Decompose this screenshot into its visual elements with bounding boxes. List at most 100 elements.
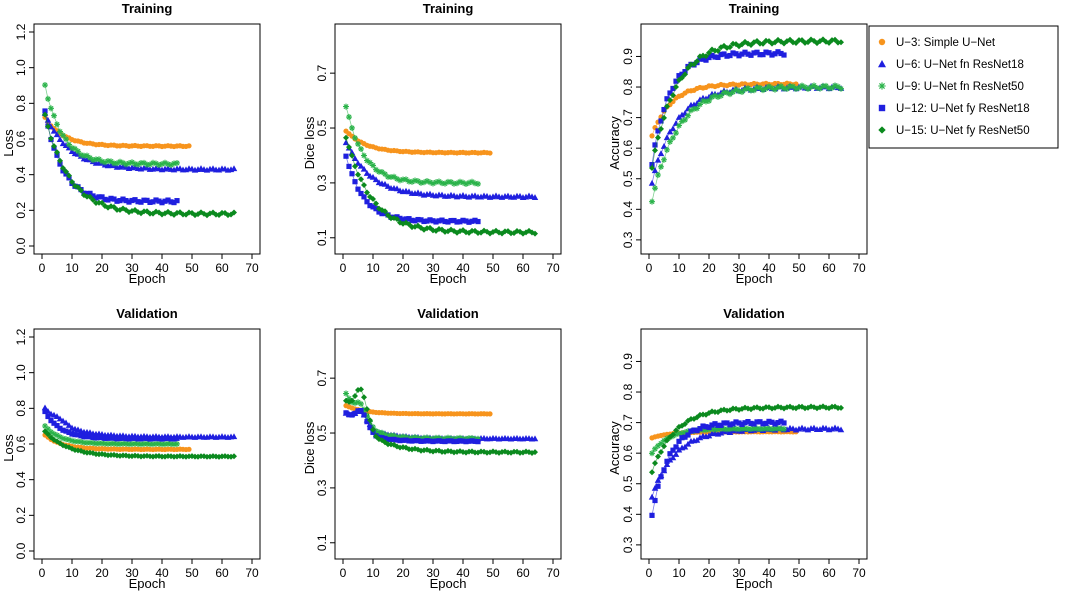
panel-title: Training: [729, 1, 780, 16]
data-point: [63, 428, 69, 434]
data-point: [808, 83, 814, 90]
data-point: [817, 85, 823, 92]
x-tick-label: 20: [702, 261, 716, 275]
data-point: [75, 447, 81, 454]
data-point: [62, 419, 70, 426]
data-point: [679, 422, 685, 429]
data-point: [832, 82, 838, 89]
data-point: [664, 458, 670, 464]
data-point: [367, 417, 373, 424]
data-point: [346, 163, 352, 170]
data-point: [649, 198, 655, 205]
data-point: [90, 193, 96, 199]
data-point: [355, 408, 361, 414]
data-point: [685, 64, 691, 71]
data-point: [367, 159, 373, 166]
data-point: [153, 435, 159, 441]
data-point: [718, 51, 724, 58]
data-point: [481, 448, 487, 455]
data-point: [165, 440, 171, 447]
data-point: [346, 395, 352, 402]
data-point: [135, 436, 141, 442]
data-point: [388, 174, 394, 181]
data-point: [391, 432, 397, 439]
x-tick-label: 50: [486, 566, 500, 580]
data-point: [424, 218, 430, 224]
data-point: [820, 36, 826, 43]
data-point: [370, 204, 376, 210]
data-point: [742, 420, 748, 426]
data-point: [811, 37, 817, 44]
data-point: [721, 420, 727, 426]
x-tick-label: 70: [546, 566, 560, 580]
data-point: [696, 434, 704, 441]
data-point: [364, 413, 370, 420]
data-point: [661, 114, 667, 121]
data-point: [442, 218, 448, 225]
data-point: [739, 51, 745, 57]
data-point: [748, 52, 754, 58]
data-point: [376, 205, 382, 212]
data-point: [676, 438, 682, 444]
data-point: [394, 175, 400, 182]
data-point: [502, 228, 508, 235]
data-point: [66, 141, 72, 148]
data-point: [117, 197, 123, 204]
data-point: [718, 92, 724, 99]
data-point: [230, 165, 238, 172]
data-point: [799, 82, 805, 89]
data-point: [736, 406, 742, 413]
legend-marker: [878, 82, 886, 90]
data-point: [349, 152, 355, 159]
data-point: [87, 439, 93, 446]
y-tick-label: 0.6: [621, 140, 635, 157]
data-point: [418, 447, 424, 454]
data-point: [675, 113, 683, 120]
data-point: [384, 183, 392, 189]
data-point: [712, 92, 718, 99]
data-point: [784, 38, 790, 45]
data-point: [352, 410, 358, 417]
data-point: [349, 412, 355, 418]
data-point: [651, 167, 659, 174]
data-point: [469, 218, 475, 224]
x-tick-label: 30: [125, 566, 139, 580]
data-point: [730, 50, 736, 56]
data-point: [531, 194, 539, 201]
data-point: [712, 54, 718, 60]
data-point: [439, 180, 445, 187]
data-point: [700, 423, 706, 429]
data-point: [778, 418, 784, 424]
data-point: [349, 124, 355, 131]
data-point: [150, 436, 156, 442]
data-point: [409, 178, 415, 185]
data-point: [682, 116, 688, 123]
data-point: [162, 198, 168, 204]
data-point: [381, 180, 389, 187]
data-point: [358, 407, 364, 414]
data-point: [712, 409, 718, 415]
data-point: [415, 178, 421, 185]
x-tick-label: 20: [95, 566, 109, 580]
data-point: [679, 118, 685, 125]
data-point: [838, 39, 844, 46]
data-point: [400, 176, 406, 183]
data-point: [835, 39, 841, 46]
data-point: [772, 86, 778, 93]
data-point: [397, 177, 403, 184]
y-tick-label: 0.8: [14, 95, 28, 112]
data-point: [781, 52, 787, 58]
data-point: [754, 425, 760, 432]
data-point: [93, 200, 99, 207]
data-point: [99, 194, 105, 200]
data-point: [66, 172, 72, 179]
series-4: [343, 407, 481, 445]
y-tick-label: 0.9: [621, 353, 635, 370]
data-point: [742, 86, 748, 93]
data-point: [694, 105, 700, 112]
data-point: [68, 148, 76, 155]
data-point: [48, 434, 54, 441]
data-point: [379, 207, 385, 214]
data-point: [355, 140, 361, 147]
data-point: [649, 450, 655, 457]
